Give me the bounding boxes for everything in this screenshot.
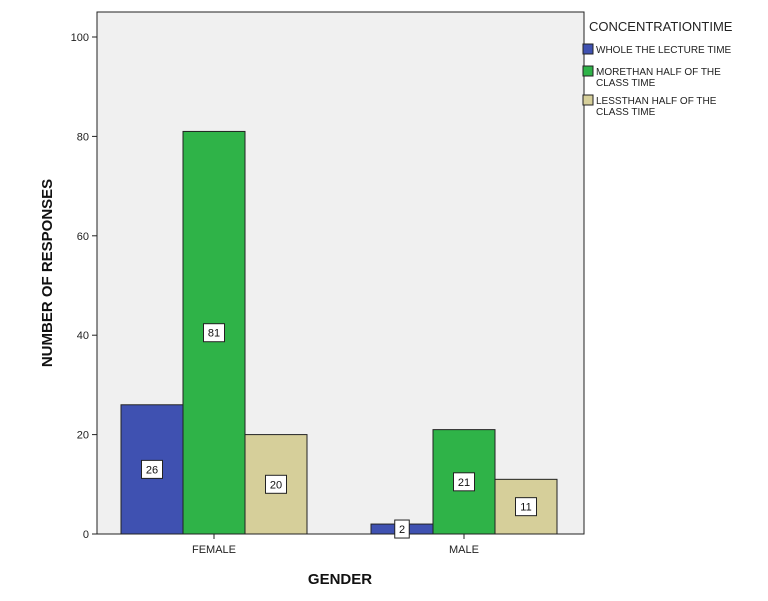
bar-female-series-3 <box>244 434 308 535</box>
y-tick-label: 100 <box>71 32 89 44</box>
x-axis-title: GENDER <box>308 571 372 588</box>
legend-swatch-series-3 <box>582 94 594 106</box>
x-tick-label-male: MALE <box>449 544 479 556</box>
x-axis: FEMALE MALE <box>192 534 479 556</box>
legend-swatch-series-2 <box>582 65 594 77</box>
y-tick-label: 40 <box>77 330 89 342</box>
data-label-box <box>203 323 225 343</box>
y-tick-label: 80 <box>77 131 89 143</box>
data-label: 81 <box>208 328 220 340</box>
y-axis-title: NUMBER OF RESPONSES <box>39 179 56 367</box>
legend-label-series-3: LESSTHAN HALF OF THE <box>596 96 717 107</box>
legend-label-series-2: MORETHAN HALF OF THE <box>596 67 721 78</box>
data-label: 2 <box>399 524 405 536</box>
data-label-box <box>453 472 475 492</box>
legend-label-series-1: WHOLE THE LECTURE TIME <box>596 45 732 56</box>
data-label-box <box>394 519 410 539</box>
y-tick-label: 20 <box>77 430 89 442</box>
data-label-box <box>141 459 163 479</box>
legend-title: CONCENTRATIONTIME <box>589 19 733 34</box>
data-label: 26 <box>146 464 158 476</box>
legend-label-series-2: CLASS TIME <box>596 78 656 89</box>
legend: CONCENTRATIONTIME WHOLE THE LECTURE TIME… <box>582 19 733 118</box>
data-label: 11 <box>520 502 531 514</box>
legend-label-series-3: CLASS TIME <box>596 107 656 118</box>
x-tick-label-female: FEMALE <box>192 544 236 556</box>
y-tick-label: 0 <box>83 529 89 541</box>
legend-swatch-series-1 <box>582 43 594 55</box>
data-label: 21 <box>458 477 470 489</box>
data-label-box <box>265 474 287 494</box>
data-label: 20 <box>270 479 282 491</box>
y-axis: 0 20 40 60 80 100 <box>71 32 97 541</box>
bars-group: 26 81 20 2 21 11 <box>120 130 558 539</box>
data-label-box <box>515 497 537 517</box>
y-tick-label: 60 <box>77 231 89 243</box>
